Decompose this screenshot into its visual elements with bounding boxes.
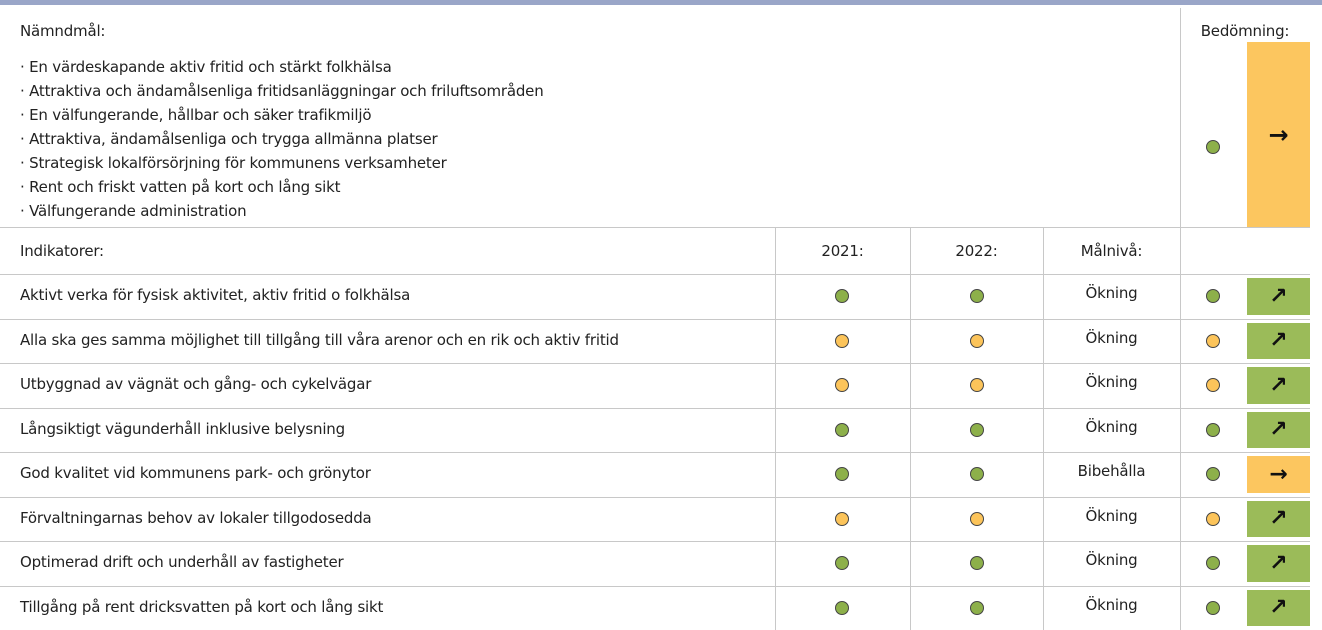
indicator-name: Långsiktigt vägunderhåll inklusive belys… bbox=[20, 419, 345, 438]
status-dot bbox=[1206, 556, 1220, 571]
trend-arrow: → bbox=[1269, 461, 1288, 487]
status-dot bbox=[835, 333, 849, 348]
header-cell: 2022: bbox=[955, 242, 998, 260]
divider bbox=[775, 227, 776, 630]
divider bbox=[0, 452, 1310, 453]
target: Ökning bbox=[1085, 506, 1138, 525]
status-dot bbox=[1206, 600, 1220, 615]
indicator-name: Utbyggnad av vägnät och gång- och cykelv… bbox=[20, 375, 372, 394]
status-dot bbox=[835, 511, 849, 526]
trend-arrow: ↗ bbox=[1269, 283, 1288, 309]
target: Ökning bbox=[1085, 328, 1138, 347]
status-dot bbox=[970, 422, 984, 437]
target: Ökning bbox=[1085, 551, 1138, 570]
trend-arrow: ↗ bbox=[1269, 417, 1288, 443]
status-dot bbox=[1206, 378, 1220, 393]
indicator-name: Tillgång på rent dricksvatten på kort oc… bbox=[20, 597, 384, 616]
status-dot bbox=[1206, 333, 1220, 348]
trend-box bbox=[1247, 322, 1310, 359]
indicator-name: Aktivt verka för fysisk aktivitet, aktiv… bbox=[20, 286, 411, 305]
status-dot bbox=[1206, 422, 1220, 437]
status-dot bbox=[835, 422, 849, 437]
goal-item: · Attraktiva och ändamålsenliga fritidsa… bbox=[20, 82, 544, 100]
status-dot bbox=[970, 600, 984, 615]
trend-arrow: ↗ bbox=[1269, 506, 1288, 532]
status-dot bbox=[970, 511, 984, 526]
assessment-label: Bedömning: bbox=[1200, 22, 1290, 40]
header-cell: 2021: bbox=[821, 242, 864, 260]
goals-label: Nämndmål: bbox=[20, 22, 106, 40]
target: Bibehålla bbox=[1077, 462, 1146, 481]
goal-item: · En välfungerande, hållbar och säker tr… bbox=[20, 106, 372, 124]
trend-arrow: ↗ bbox=[1269, 372, 1288, 398]
divider bbox=[910, 227, 911, 630]
indicator-name: God kvalitet vid kommunens park- och grö… bbox=[20, 464, 371, 483]
status-dot bbox=[970, 556, 984, 571]
target: Ökning bbox=[1085, 417, 1138, 436]
header-cell: Målnivå: bbox=[1080, 242, 1143, 260]
goal-item: · En värdeskapande aktiv fritid och stär… bbox=[20, 58, 392, 76]
trend-box bbox=[1247, 456, 1310, 493]
status-dot bbox=[1206, 140, 1220, 154]
trend-box bbox=[1247, 42, 1310, 227]
target: Ökning bbox=[1085, 373, 1138, 392]
status-dot bbox=[1206, 467, 1220, 482]
trend-arrow: → bbox=[1268, 120, 1289, 149]
trend-arrow: ↗ bbox=[1269, 595, 1288, 621]
trend-box bbox=[1247, 411, 1310, 448]
divider bbox=[0, 363, 1310, 364]
status-dot bbox=[1206, 289, 1220, 304]
target: Ökning bbox=[1085, 595, 1138, 614]
status-dot bbox=[835, 600, 849, 615]
trend-box bbox=[1247, 367, 1310, 404]
trend-box bbox=[1247, 545, 1310, 582]
status-dot bbox=[970, 333, 984, 348]
divider bbox=[0, 407, 1310, 409]
goal-item: · Rent och friskt vatten på kort och lån… bbox=[20, 178, 341, 196]
divider bbox=[0, 541, 1310, 542]
divider bbox=[0, 227, 1310, 228]
divider bbox=[0, 585, 1310, 587]
goal-item: · Attraktiva, ändamålsenliga och trygga … bbox=[20, 130, 438, 148]
goal-item: · Strategisk lokalförsörjning för kommun… bbox=[20, 154, 447, 172]
status-dot bbox=[835, 556, 849, 571]
header-bar bbox=[0, 0, 1322, 5]
divider bbox=[1043, 227, 1044, 630]
trend-arrow: ↗ bbox=[1269, 550, 1288, 576]
trend-box bbox=[1247, 589, 1310, 626]
status-dot bbox=[835, 467, 849, 482]
status-dot bbox=[970, 289, 984, 304]
trend-arrow: ↗ bbox=[1269, 328, 1288, 354]
header-cell: Indikatorer: bbox=[20, 242, 104, 260]
divider bbox=[0, 496, 1310, 498]
indicator-name: Alla ska ges samma möjlighet till tillgå… bbox=[20, 330, 619, 349]
status-dot bbox=[835, 289, 849, 304]
trend-box bbox=[1247, 278, 1310, 315]
trend-box bbox=[1247, 500, 1310, 537]
divider bbox=[0, 318, 1310, 320]
goal-item: · Välfungerande administration bbox=[20, 202, 247, 220]
status-dot bbox=[970, 378, 984, 393]
status-dot bbox=[835, 378, 849, 393]
status-dot bbox=[1206, 511, 1220, 526]
target: Ökning bbox=[1085, 284, 1138, 303]
divider bbox=[0, 274, 1310, 275]
status-dot bbox=[970, 467, 984, 482]
indicator-name: Optimerad drift och underhåll av fastigh… bbox=[20, 553, 344, 572]
indicator-name: Förvaltningarnas behov av lokaler tillgo… bbox=[20, 508, 372, 527]
